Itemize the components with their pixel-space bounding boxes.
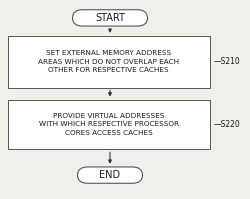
FancyBboxPatch shape bbox=[8, 36, 210, 88]
Text: END: END bbox=[100, 170, 120, 180]
FancyBboxPatch shape bbox=[72, 10, 148, 26]
FancyBboxPatch shape bbox=[78, 167, 142, 183]
Text: SET EXTERNAL MEMORY ADDRESS
AREAS WHICH DO NOT OVERLAP EACH
OTHER FOR RESPECTIVE: SET EXTERNAL MEMORY ADDRESS AREAS WHICH … bbox=[38, 50, 179, 73]
Text: —S220: —S220 bbox=[214, 120, 240, 129]
Text: PROVIDE VIRTUAL ADDRESSES
WITH WHICH RESPECTIVE PROCESSOR
CORES ACCESS CACHES: PROVIDE VIRTUAL ADDRESSES WITH WHICH RES… bbox=[39, 113, 179, 136]
FancyBboxPatch shape bbox=[8, 100, 210, 149]
Text: START: START bbox=[95, 13, 125, 23]
Text: —S210: —S210 bbox=[214, 57, 240, 66]
